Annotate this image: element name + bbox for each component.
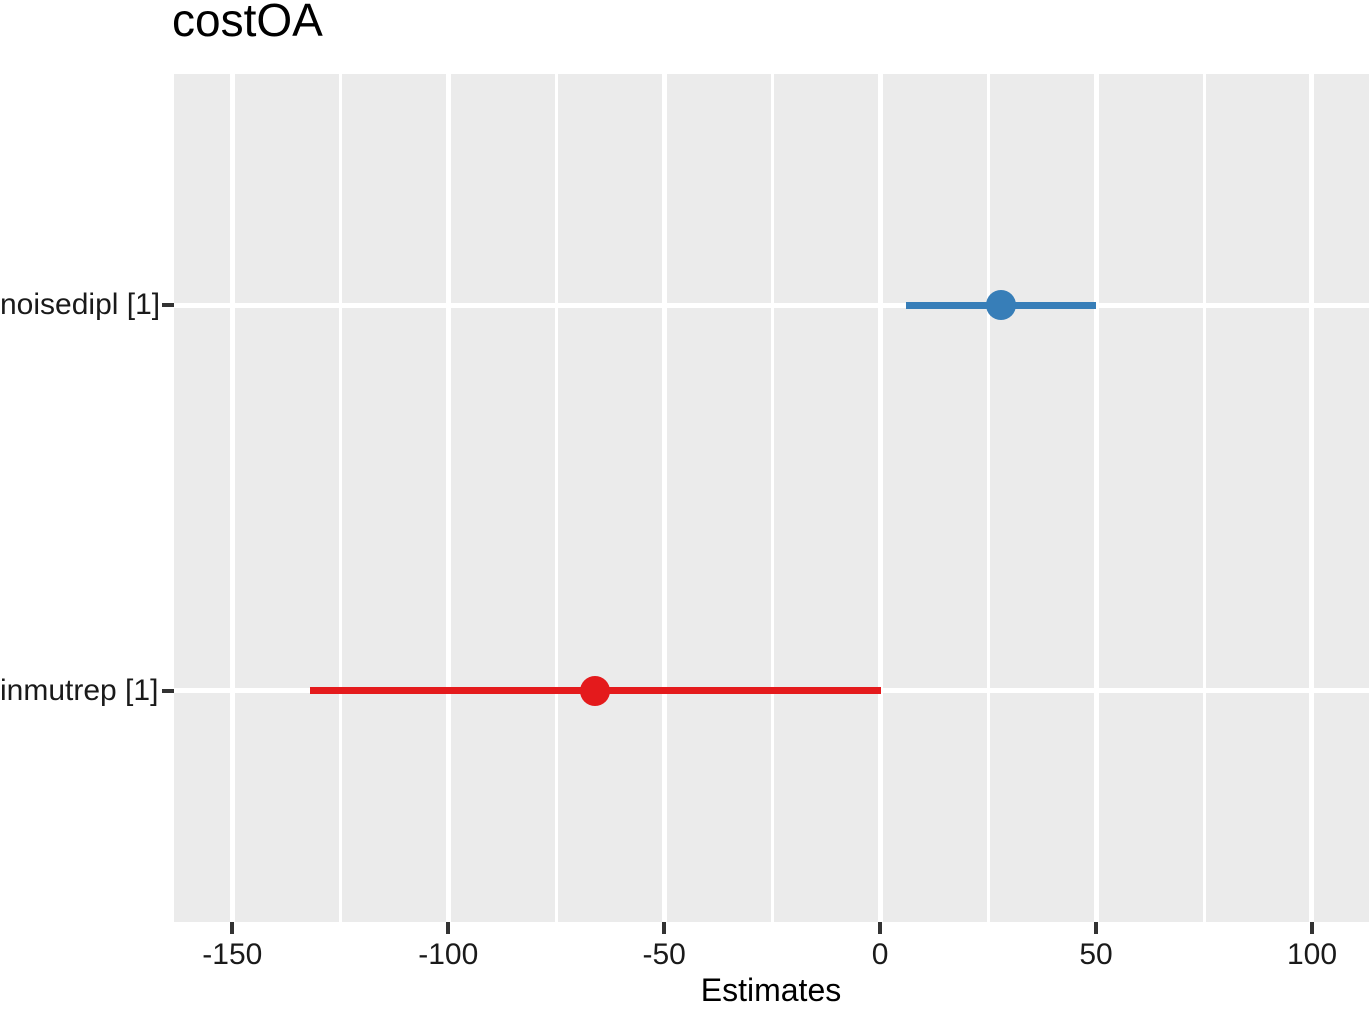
y-axis-term-label: inmutrep [1] [0,673,159,707]
estimate-point [580,675,611,706]
x-axis-tick-mark [1309,922,1314,934]
x-axis-title: Estimates [700,972,842,1008]
x-axis-tick-mark [878,922,883,934]
x-axis-tick-mark [662,922,667,934]
x-axis-tick-mark [230,922,235,934]
y-axis-tick-mark [162,303,174,308]
gridline-major-vertical [661,74,667,922]
gridline-minor-vertical [338,74,342,922]
x-axis-tick-label: -100 [418,938,479,971]
plot-panel [174,74,1369,922]
x-axis-tick-label: -50 [642,938,686,971]
x-axis-tick-mark [1094,922,1099,934]
x-axis-tick-label: 0 [871,938,889,971]
plot-title: costOA [172,0,323,46]
gridline-major-vertical [445,74,451,922]
x-axis-tick-mark [446,922,451,934]
gridline-minor-vertical [770,74,774,922]
gridline-major-vertical [1309,74,1315,922]
estimate-point [986,290,1017,321]
y-axis-tick-mark [162,688,174,693]
x-axis-tick-label: 100 [1286,938,1338,971]
x-axis-tick-label: 50 [1079,938,1113,971]
gridline-major-vertical [877,74,883,922]
x-axis-tick-label: -150 [202,938,263,971]
gridline-major-vertical [1093,74,1099,922]
gridline-minor-vertical [986,74,990,922]
gridline-major-vertical [229,74,235,922]
gridline-minor-vertical [554,74,558,922]
gridline-major-horizontal [174,302,1369,308]
y-axis-term-label: noisedipl [1] [0,288,161,322]
gridline-minor-vertical [1202,74,1206,922]
